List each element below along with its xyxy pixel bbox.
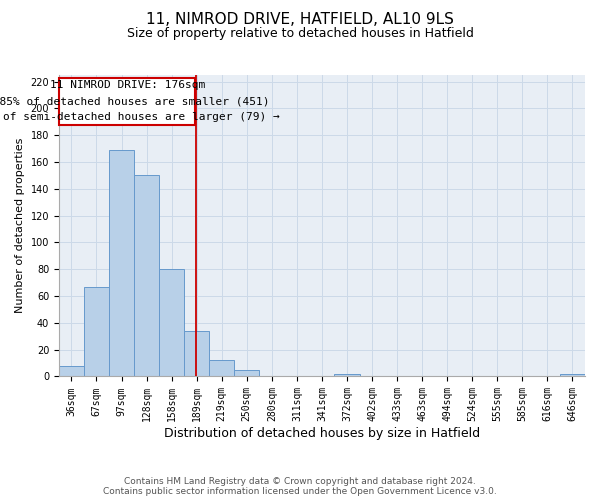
Bar [59, 366, 84, 376]
Bar [184, 331, 209, 376]
Bar [560, 374, 585, 376]
Bar [334, 374, 359, 376]
Text: 11 NIMROD DRIVE: 176sqm: 11 NIMROD DRIVE: 176sqm [50, 80, 205, 90]
Bar [134, 176, 159, 376]
Text: Contains HM Land Registry data © Crown copyright and database right 2024.: Contains HM Land Registry data © Crown c… [124, 476, 476, 486]
Bar [234, 370, 259, 376]
Text: Contains public sector information licensed under the Open Government Licence v3: Contains public sector information licen… [103, 486, 497, 496]
Bar [84, 286, 109, 376]
Y-axis label: Number of detached properties: Number of detached properties [15, 138, 25, 314]
Text: 15% of semi-detached houses are larger (79) →: 15% of semi-detached houses are larger (… [0, 112, 279, 122]
Bar [209, 360, 234, 376]
Text: 11, NIMROD DRIVE, HATFIELD, AL10 9LS: 11, NIMROD DRIVE, HATFIELD, AL10 9LS [146, 12, 454, 28]
X-axis label: Distribution of detached houses by size in Hatfield: Distribution of detached houses by size … [164, 427, 480, 440]
Bar [159, 270, 184, 376]
Bar [109, 150, 134, 376]
Text: Size of property relative to detached houses in Hatfield: Size of property relative to detached ho… [127, 28, 473, 40]
Text: ← 85% of detached houses are smaller (451): ← 85% of detached houses are smaller (45… [0, 96, 269, 106]
FancyBboxPatch shape [59, 78, 196, 124]
